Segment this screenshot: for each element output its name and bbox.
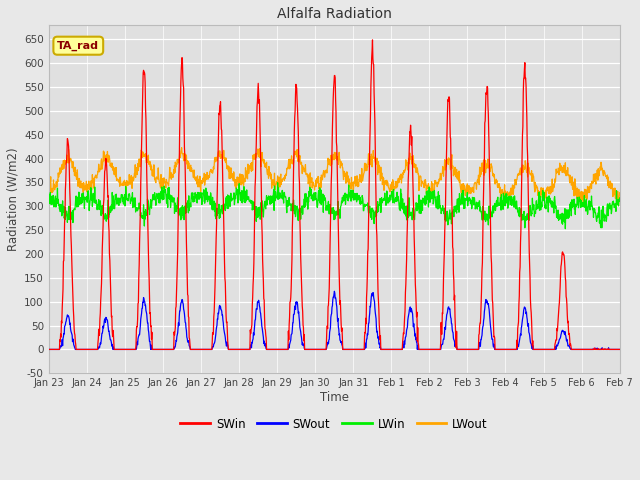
LWout: [158, 188, 166, 193]
SWout: [330, 288, 338, 294]
LWin: [561, 226, 569, 231]
SWin: [172, 305, 180, 311]
LWin: [274, 180, 282, 186]
LWout: [178, 145, 186, 151]
Text: TA_rad: TA_rad: [58, 41, 99, 51]
SWin: [548, 347, 556, 352]
LWout: [45, 192, 52, 197]
LWin: [498, 203, 506, 208]
SWin: [236, 347, 243, 352]
Line: LWin: LWin: [49, 183, 620, 228]
LWout: [498, 190, 506, 196]
LWin: [424, 190, 431, 195]
LWin: [236, 188, 243, 193]
SWin: [158, 347, 166, 352]
Line: LWout: LWout: [49, 148, 620, 206]
LWin: [45, 198, 52, 204]
LWin: [616, 195, 623, 201]
SWout: [616, 347, 623, 352]
LWout: [580, 204, 588, 209]
SWout: [236, 347, 243, 352]
Line: SWin: SWin: [49, 40, 620, 349]
LWout: [172, 162, 180, 168]
X-axis label: Time: Time: [320, 391, 349, 404]
SWout: [158, 347, 166, 352]
SWin: [498, 347, 506, 352]
LWout: [616, 190, 623, 195]
LWout: [236, 171, 244, 177]
LWin: [158, 184, 166, 190]
Title: Alfalfa Radiation: Alfalfa Radiation: [276, 7, 392, 21]
SWin: [424, 347, 431, 352]
LWout: [548, 176, 556, 182]
SWin: [369, 37, 376, 43]
LWout: [424, 186, 431, 192]
SWin: [45, 347, 52, 352]
Line: SWout: SWout: [49, 291, 620, 349]
LWin: [172, 205, 180, 211]
LWin: [548, 198, 556, 204]
SWin: [616, 347, 623, 352]
SWout: [45, 347, 52, 352]
SWout: [498, 347, 506, 352]
Legend: SWin, SWout, LWin, LWout: SWin, SWout, LWin, LWout: [176, 413, 493, 435]
Y-axis label: Radiation (W/m2): Radiation (W/m2): [7, 147, 20, 251]
SWout: [548, 347, 556, 352]
SWout: [172, 340, 180, 346]
SWout: [424, 347, 431, 352]
